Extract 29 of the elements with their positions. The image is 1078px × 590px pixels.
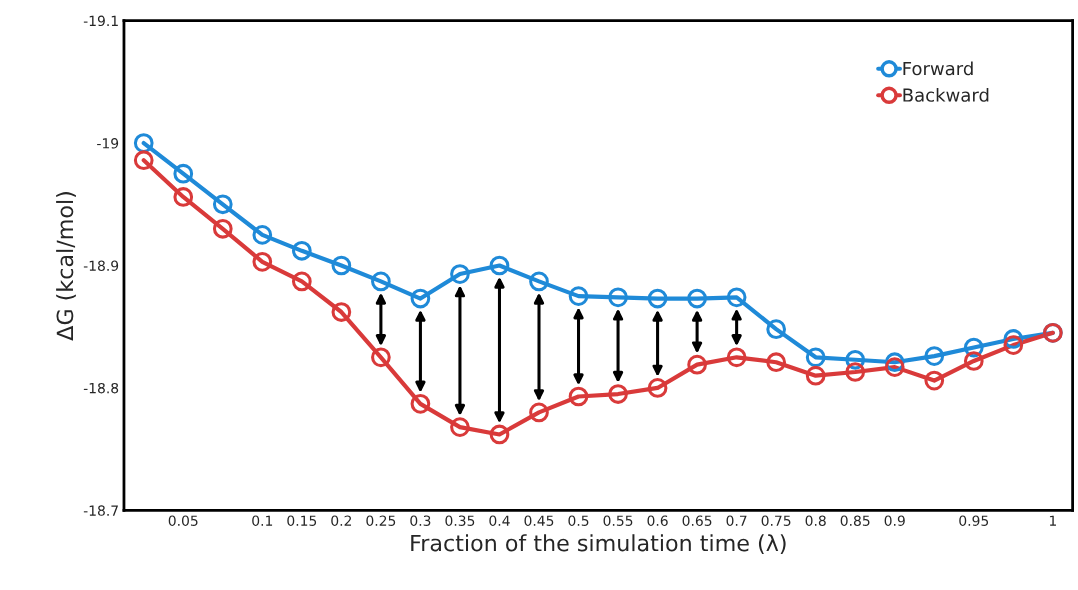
x-axis-title: Fraction of the simulation time (λ) bbox=[411, 534, 786, 555]
x-tick-label: 0.3 bbox=[410, 515, 431, 526]
x-tick-label: 0.6 bbox=[647, 515, 668, 526]
x-tick-label: 0.5 bbox=[568, 515, 589, 526]
y-tick-label: -19 bbox=[97, 138, 119, 149]
x-tick-label: 0.35 bbox=[445, 515, 475, 526]
x-tick-label: 0.75 bbox=[761, 515, 791, 526]
x-tick-label: 0.85 bbox=[840, 515, 870, 526]
x-tick-label: 0.4 bbox=[489, 515, 510, 526]
x-tick-label: 0.95 bbox=[959, 515, 989, 526]
legend-label: Backward bbox=[903, 87, 989, 102]
x-tick-label: 0.1 bbox=[252, 515, 273, 526]
legend-label: Forward bbox=[903, 61, 973, 76]
y-tick-label: -19.1 bbox=[83, 15, 118, 27]
x-tick-label: 0.25 bbox=[366, 515, 396, 526]
y-tick-label: -18.8 bbox=[83, 382, 119, 394]
x-tick-label: 0.15 bbox=[287, 515, 317, 526]
x-tick-label: 1 bbox=[1049, 515, 1056, 526]
y-tick-label: -18.9 bbox=[83, 260, 119, 271]
x-tick-label: 0.9 bbox=[884, 515, 905, 526]
x-tick-label: 0.05 bbox=[168, 515, 198, 526]
x-tick-label: 0.45 bbox=[524, 515, 554, 526]
x-tick-label: 0.8 bbox=[805, 515, 826, 526]
x-tick-label: 0.55 bbox=[603, 515, 633, 526]
x-tick-label: 0.2 bbox=[331, 515, 352, 526]
y-tick-label: -18.7 bbox=[83, 505, 118, 516]
y-axis-title: ΔG (kcal/mol) bbox=[56, 192, 76, 341]
x-tick-label: 0.65 bbox=[682, 515, 712, 526]
x-tick-label: 0.7 bbox=[726, 515, 747, 526]
